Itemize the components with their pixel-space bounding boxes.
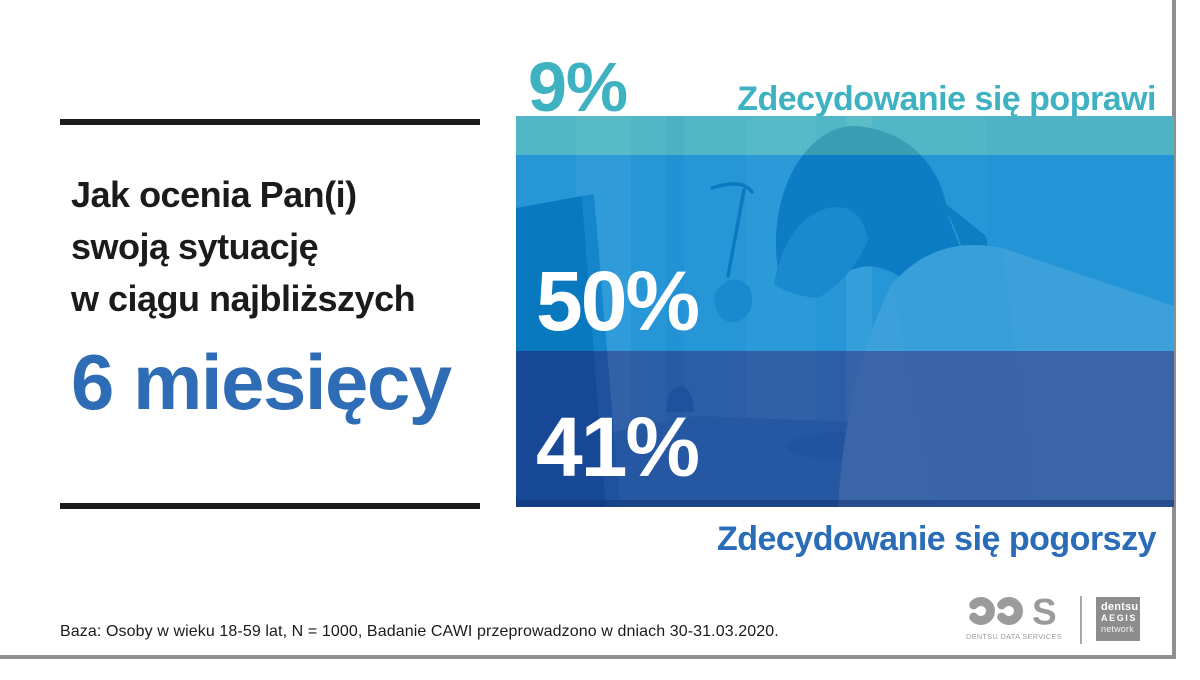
worsen-label: Zdecydowanie się pogorszy bbox=[716, 520, 1157, 558]
dds-logo: S DENTSU DATA SERVICES bbox=[964, 592, 1066, 643]
question-highlight: 6 miesięcy bbox=[71, 338, 452, 426]
improve-label: Zdecydowanie się poprawi bbox=[737, 80, 1156, 118]
dds-monogram-s: S bbox=[1032, 593, 1057, 633]
stacked-bar-photo: 50% 41% bbox=[516, 116, 1174, 507]
dds-monogram-icon: S DENTSU DATA SERVICES bbox=[966, 592, 1062, 642]
question-line-1: Jak ocenia Pan(i) bbox=[71, 174, 357, 215]
band-worsen bbox=[516, 351, 1174, 507]
bottom-divider-rule bbox=[60, 503, 480, 509]
dds-caption: DENTSU DATA SERVICES bbox=[966, 632, 1062, 641]
question-text: Jak ocenia Pan(i) swoją sytuację w ciągu… bbox=[71, 169, 416, 325]
footnote: Baza: Osoby w wieku 18-59 lat, N = 1000,… bbox=[60, 623, 779, 640]
network-logo-line-1: dentsu bbox=[1101, 601, 1139, 613]
logo-divider bbox=[1080, 596, 1082, 644]
network-logo-line-2: AEGIS bbox=[1101, 613, 1138, 623]
neutral-percentage: 50% bbox=[536, 254, 700, 348]
slide: Jak ocenia Pan(i) swoją sytuację w ciągu… bbox=[0, 0, 1176, 659]
dentsu-aegis-network-logo: dentsu AEGIS network bbox=[1096, 597, 1140, 641]
network-logo-line-3: network bbox=[1101, 624, 1134, 634]
improve-percentage: 9% bbox=[528, 48, 628, 126]
worsen-percentage: 41% bbox=[536, 400, 700, 494]
top-divider-rule bbox=[60, 119, 480, 125]
band-improve bbox=[516, 116, 1174, 155]
band-neutral bbox=[516, 155, 1174, 351]
question-line-2: swoją sytuację bbox=[71, 226, 319, 267]
question-line-3: w ciągu najbliższych bbox=[71, 278, 416, 319]
